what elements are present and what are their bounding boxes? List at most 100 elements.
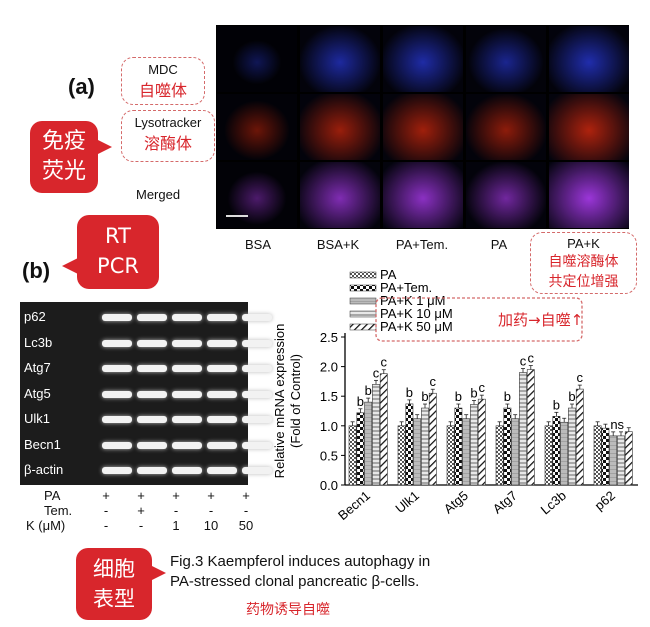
gene-label: β-actin — [24, 462, 64, 477]
mrna-bar-chart: 0.0 0.5 1.0 1.5 2.0 2.5 Relative mRNA expressi… — [272, 267, 638, 523]
bar-ulk1-3 — [421, 407, 429, 486]
significance-label: b — [421, 389, 428, 404]
legend-label: PA+K 10 μM — [380, 306, 453, 321]
pa-k-note-line2: 共定位增强 — [548, 274, 619, 290]
lysotracker-label-box: Lysotracker 溶酶体 — [121, 110, 215, 162]
bar-lc3b-0 — [544, 425, 553, 486]
bar-atg7-3 — [519, 372, 527, 486]
gene-label: p62 — [24, 309, 46, 324]
condition-value: + — [207, 488, 215, 503]
gene-label: Atg7 — [24, 360, 51, 375]
bar-becn1-3 — [372, 384, 380, 486]
fluorescence-image-mdc-4 — [549, 26, 629, 92]
bubble-line1: 免疫 — [41, 129, 86, 154]
fluorescence-image-mdc-1 — [300, 26, 380, 92]
y-tick-label: 1.5 — [320, 389, 338, 404]
bar-p62-1 — [601, 427, 610, 486]
significance-label: b — [553, 397, 560, 412]
significance-label: b — [365, 383, 372, 398]
panel-a-letter: (a) — [68, 74, 95, 99]
gel-band — [102, 390, 132, 398]
gel-band — [137, 314, 167, 321]
panel-b-letter: (b) — [22, 258, 51, 283]
bar-atg5-4 — [477, 398, 486, 486]
gel-band — [207, 339, 237, 347]
significance-label: c — [577, 370, 584, 385]
legend-note: 加药→自噬↑ — [498, 311, 583, 329]
bar-ulk1-4 — [428, 392, 437, 486]
gel-band — [137, 390, 167, 398]
gel-band — [172, 365, 202, 372]
gene-label: Becn1 — [24, 436, 61, 452]
bubble-pointer-icon — [62, 258, 78, 274]
condition-value: + — [242, 488, 250, 503]
condition-value: - — [103, 503, 109, 518]
legend-swatch — [349, 297, 377, 305]
gel-band — [102, 314, 132, 321]
y-tick-label: 1.0 — [320, 419, 338, 434]
legend-label: PA+K 50 μM — [380, 319, 453, 334]
gene-label: Atg5 — [24, 385, 51, 401]
significance-label: c — [430, 374, 437, 389]
condition-value: - — [208, 503, 214, 518]
condition-value: - — [103, 518, 109, 533]
x-tick-label: Ulk1 — [392, 488, 422, 516]
column-label-pa-k: PA+K — [567, 236, 600, 251]
bar-atg7-2 — [511, 418, 520, 486]
fluorescence-image-merged-1 — [300, 162, 380, 228]
significance-label: c — [520, 354, 527, 369]
condition-value: + — [137, 503, 145, 518]
gene-label: Ulk1 — [24, 411, 51, 426]
significance-label: b — [406, 385, 413, 400]
immunofluorescence-bubble: 免疫 荧光 — [30, 121, 98, 193]
gel-band — [207, 467, 237, 474]
lysotracker-label-zh: 溶酶体 — [143, 134, 192, 153]
significance-label: b — [357, 394, 364, 409]
gel-band — [242, 339, 272, 347]
condition-value: - — [138, 518, 144, 533]
bar-atg7-1 — [503, 407, 512, 486]
gel-band — [102, 441, 132, 449]
legend-swatch — [349, 323, 377, 331]
bar-p62-3 — [617, 435, 625, 486]
significance-label: c — [373, 365, 380, 380]
condition-value: - — [243, 503, 249, 518]
fluorescence-image-mdc-3 — [466, 26, 546, 92]
x-tick-label: Lc3b — [538, 488, 569, 518]
condition-value: + — [137, 488, 145, 503]
bar-ulk1-1 — [405, 403, 414, 486]
significance-label: b — [504, 389, 511, 404]
legend-label: PA+Tem. — [380, 280, 432, 295]
gel-band — [172, 390, 202, 398]
gel-band — [242, 416, 272, 423]
significance-label: c — [479, 380, 486, 395]
gel-band — [102, 467, 132, 474]
y-axis-label: Relative mRNA expression — [272, 324, 287, 479]
merged-label: Merged — [136, 187, 181, 202]
condition-value: + — [102, 488, 110, 503]
fluorescence-image-merged-2 — [383, 162, 463, 228]
bar-atg7-0 — [495, 425, 504, 486]
bubble-line1: RT — [105, 224, 131, 248]
significance-label: b — [470, 385, 477, 400]
bar-becn1-4 — [379, 373, 388, 486]
legend-swatch — [349, 310, 377, 318]
bubble-pointer-icon — [150, 565, 166, 581]
gel-band — [137, 416, 167, 423]
gel-band — [102, 416, 132, 423]
cell-phenotype-bubble: 细胞 表型 — [76, 548, 152, 620]
bar-p62-0 — [593, 425, 602, 486]
gel-band — [207, 314, 237, 321]
column-label-bsa-k: BSA+K — [316, 237, 360, 252]
condition-label: Tem. — [44, 503, 73, 518]
bar-ulk1-0 — [397, 425, 406, 486]
fluorescence-image-grid — [216, 25, 629, 229]
figure-caption-line1: Fig.3 Kaempferol induces autophagy in — [170, 553, 431, 570]
condition-value: 1 — [172, 518, 180, 533]
fluorescence-image-mdc-0 — [217, 26, 297, 92]
y-tick-label: 2.5 — [320, 330, 338, 345]
condition-value: + — [172, 488, 180, 503]
gel-band — [137, 365, 167, 372]
bubble-line2: 表型 — [93, 587, 135, 611]
bubble-line1: 细胞 — [93, 557, 135, 581]
